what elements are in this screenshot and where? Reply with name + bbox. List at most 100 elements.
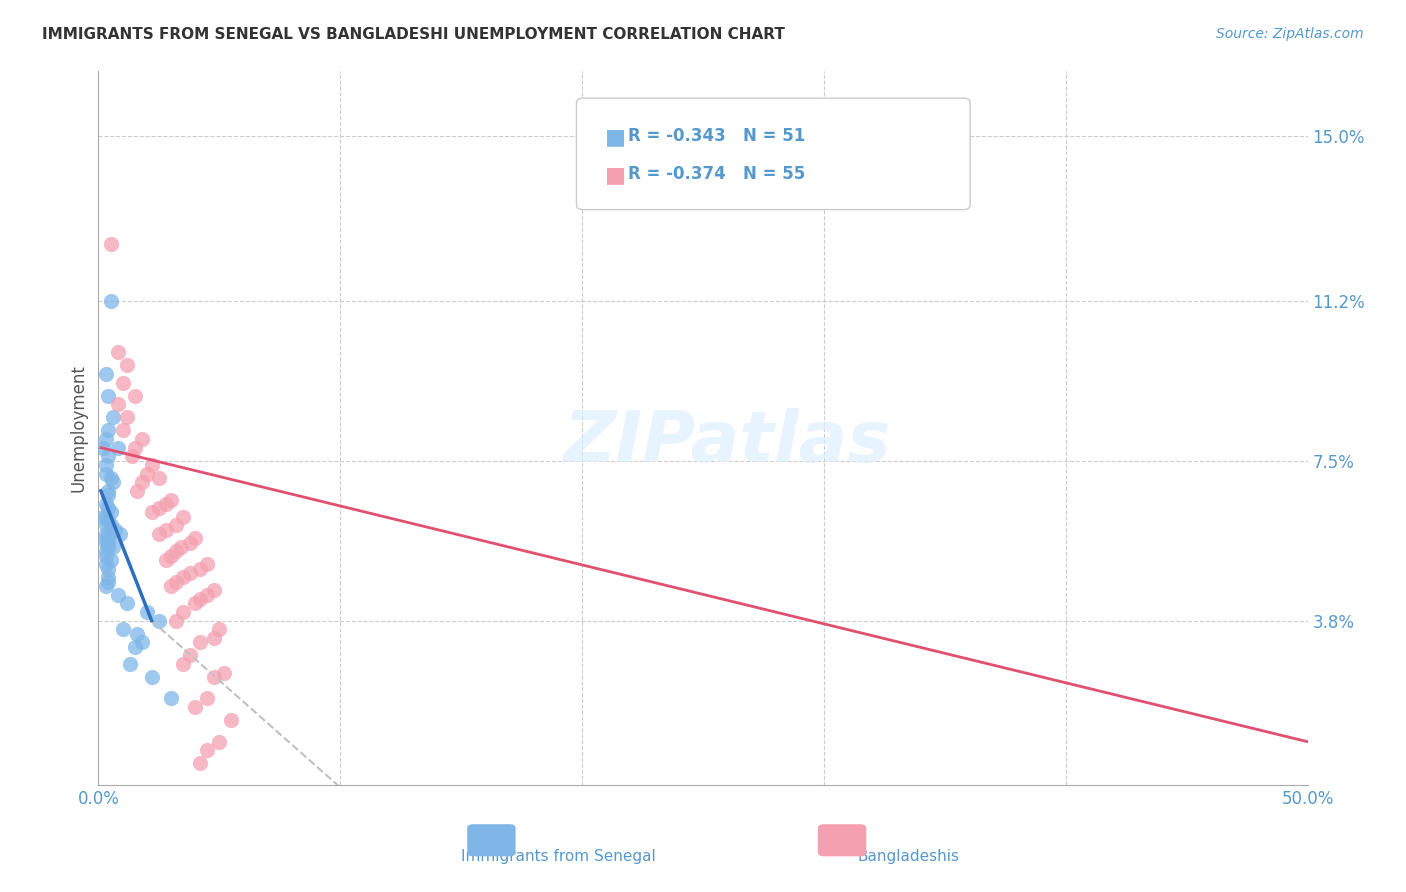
Point	[100, 237, 122, 252]
Point	[97, 574, 120, 589]
Point	[94, 535, 117, 549]
Point	[195, 558, 218, 572]
Point	[91, 441, 114, 455]
Point	[131, 432, 153, 446]
Point	[108, 527, 131, 541]
FancyBboxPatch shape	[467, 824, 516, 856]
Point	[184, 596, 207, 610]
Point	[160, 579, 183, 593]
Point	[184, 700, 207, 714]
Point	[148, 527, 170, 541]
Point	[101, 540, 124, 554]
Point	[204, 670, 226, 684]
Point	[148, 614, 170, 628]
Point	[107, 345, 129, 359]
Point	[160, 492, 183, 507]
Point	[97, 514, 120, 528]
Text: ZIPatlas: ZIPatlas	[564, 408, 891, 477]
Point	[160, 549, 183, 563]
Point	[111, 622, 134, 636]
Point	[100, 471, 122, 485]
Point	[111, 376, 134, 390]
Point	[127, 626, 149, 640]
Point	[135, 605, 157, 619]
Point	[155, 523, 177, 537]
Point	[188, 635, 211, 649]
Point	[94, 558, 117, 572]
Point	[97, 423, 120, 437]
Point	[94, 518, 117, 533]
Text: Immigrants from Senegal: Immigrants from Senegal	[461, 849, 655, 864]
Point	[94, 458, 117, 472]
Point	[127, 483, 149, 498]
Point	[169, 540, 191, 554]
Point	[208, 735, 231, 749]
Point	[97, 535, 120, 549]
Text: ■: ■	[605, 127, 626, 146]
Point	[97, 501, 120, 516]
Point	[204, 631, 226, 645]
Point	[94, 432, 117, 446]
Point	[184, 532, 207, 546]
Point	[131, 475, 153, 490]
Point	[91, 509, 114, 524]
Point	[100, 506, 122, 520]
Point	[111, 423, 134, 437]
Point	[204, 583, 226, 598]
Point	[135, 467, 157, 481]
Point	[165, 574, 187, 589]
Point	[107, 441, 129, 455]
Point	[188, 592, 211, 607]
Point	[208, 622, 231, 636]
Point	[117, 359, 139, 373]
Point	[117, 596, 139, 610]
Text: R = -0.343   N = 51: R = -0.343 N = 51	[628, 127, 806, 145]
Point	[94, 509, 117, 524]
Point	[148, 471, 170, 485]
Point	[141, 506, 163, 520]
Point	[124, 389, 146, 403]
Point	[94, 367, 117, 381]
Point	[104, 523, 127, 537]
Point	[188, 756, 211, 771]
Point	[97, 488, 120, 502]
Point	[179, 648, 201, 663]
Point	[100, 293, 122, 308]
Point	[94, 497, 117, 511]
Point	[172, 509, 194, 524]
Point	[97, 540, 120, 554]
Point	[101, 410, 124, 425]
Point	[118, 657, 141, 671]
Point	[195, 691, 218, 706]
Point	[94, 467, 117, 481]
Point	[94, 527, 117, 541]
Point	[155, 497, 177, 511]
FancyBboxPatch shape	[818, 824, 866, 856]
Point	[97, 483, 120, 498]
Point	[94, 579, 117, 593]
Point	[107, 588, 129, 602]
Point	[121, 450, 143, 464]
Point	[179, 535, 201, 549]
Point	[97, 532, 120, 546]
Point	[195, 588, 218, 602]
Point	[160, 691, 183, 706]
Point	[165, 614, 187, 628]
Text: Bangladeshis: Bangladeshis	[858, 849, 959, 864]
Point	[165, 544, 187, 558]
Text: IMMIGRANTS FROM SENEGAL VS BANGLADESHI UNEMPLOYMENT CORRELATION CHART: IMMIGRANTS FROM SENEGAL VS BANGLADESHI U…	[42, 27, 785, 42]
Point	[97, 562, 120, 576]
Point	[172, 570, 194, 584]
Point	[172, 657, 194, 671]
Point	[155, 553, 177, 567]
Point	[100, 553, 122, 567]
Point	[148, 501, 170, 516]
Point	[97, 450, 120, 464]
Point	[221, 713, 243, 727]
Text: ■: ■	[605, 165, 626, 185]
Point	[97, 389, 120, 403]
Point	[101, 475, 124, 490]
Point	[172, 605, 194, 619]
Point	[100, 518, 122, 533]
Point	[124, 640, 146, 654]
